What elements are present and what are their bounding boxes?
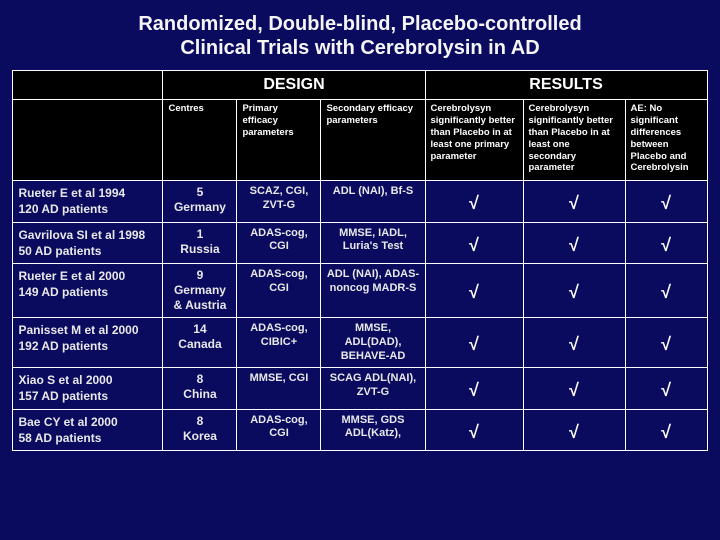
study-cell: Bae CY et al 200058 AD patients [13,409,163,450]
centres-cell: 8Korea [163,409,237,450]
secondary-cell: ADL (NAI), Bf-S [321,181,425,222]
result1-cell: √ [425,368,523,409]
primary-cell: ADAS-cog, CIBIC+ [237,318,321,368]
check-icon: √ [569,421,579,444]
check-icon: √ [569,379,579,402]
secondary-cell: MMSE, GDS ADL(Katz), [321,409,425,450]
result3-cell: √ [625,222,707,263]
secondary-cell: ADL (NAI), ADAS-noncog MADR-S [321,264,425,318]
primary-cell: ADAS-cog, CGI [237,409,321,450]
primary-cell: MMSE, CGI [237,368,321,409]
primary-cell: SCAZ, CGI, ZVT-G [237,181,321,222]
table-row: Panisset M et al 2000192 AD patients14Ca… [13,318,707,368]
slide-title: Randomized, Double-blind, Placebo-contro… [0,0,720,70]
check-icon: √ [569,234,579,257]
study-cell: Xiao S et al 2000157 AD patients [13,368,163,409]
result2-cell: √ [523,222,625,263]
result2-cell: √ [523,368,625,409]
secondary-cell: MMSE, ADL(DAD), BEHAVE-AD [321,318,425,368]
table-row: Rueter E et al 2000149 AD patients9Germa… [13,264,707,318]
result2-cell: √ [523,409,625,450]
table-body: Rueter E et al 1994120 AD patients5Germa… [13,181,707,451]
result3-cell: √ [625,409,707,450]
group-header-row: DESIGN RESULTS [13,71,707,100]
check-icon: √ [569,192,579,215]
table-row: Rueter E et al 1994120 AD patients5Germa… [13,181,707,222]
result2-cell: √ [523,181,625,222]
result1-cell: √ [425,318,523,368]
result2-header: Cerebrolysyn significantly better than P… [523,100,625,181]
centres-cell: 5Germany [163,181,237,222]
blank-study-header [13,100,163,181]
check-icon: √ [469,234,479,257]
check-icon: √ [661,192,671,215]
check-icon: √ [469,421,479,444]
check-icon: √ [469,192,479,215]
primary-header: Primary efficacy parameters [237,100,321,181]
result3-cell: √ [625,318,707,368]
primary-cell: ADAS-cog, CGI [237,222,321,263]
result3-cell: √ [625,368,707,409]
result1-header: Cerebrolysyn significantly better than P… [425,100,523,181]
result2-cell: √ [523,318,625,368]
check-icon: √ [661,234,671,257]
check-icon: √ [661,421,671,444]
result1-cell: √ [425,181,523,222]
centres-cell: 14Canada [163,318,237,368]
trials-table: DESIGN RESULTS Centres Primary efficacy … [12,70,707,451]
study-cell: Panisset M et al 2000192 AD patients [13,318,163,368]
check-icon: √ [661,333,671,356]
table-row: Bae CY et al 200058 AD patients8KoreaADA… [13,409,707,450]
study-cell: Gavrilova SI et al 199850 AD patients [13,222,163,263]
title-line-2: Clinical Trials with Cerebrolysin in AD [180,37,539,59]
secondary-cell: SCAG ADL(NAI), ZVT-G [321,368,425,409]
study-cell: Rueter E et al 2000149 AD patients [13,264,163,318]
result1-cell: √ [425,409,523,450]
result1-cell: √ [425,264,523,318]
check-icon: √ [469,281,479,304]
centres-header: Centres [163,100,237,181]
result3-header: AE: No significant differences between P… [625,100,707,181]
check-icon: √ [569,333,579,356]
result1-cell: √ [425,222,523,263]
check-icon: √ [469,379,479,402]
table-row: Xiao S et al 2000157 AD patients8ChinaMM… [13,368,707,409]
results-group-header: RESULTS [425,71,707,100]
blank-corner [13,71,163,100]
check-icon: √ [469,333,479,356]
study-cell: Rueter E et al 1994120 AD patients [13,181,163,222]
design-group-header: DESIGN [163,71,425,100]
check-icon: √ [661,281,671,304]
centres-cell: 1Russia [163,222,237,263]
result3-cell: √ [625,264,707,318]
column-header-row: Centres Primary efficacy parameters Seco… [13,100,707,181]
centres-cell: 9Germany & Austria [163,264,237,318]
title-line-1: Randomized, Double-blind, Placebo-contro… [138,13,581,35]
result3-cell: √ [625,181,707,222]
check-icon: √ [661,379,671,402]
check-icon: √ [569,281,579,304]
secondary-header: Secondary efficacy parameters [321,100,425,181]
centres-cell: 8China [163,368,237,409]
table-row: Gavrilova SI et al 199850 AD patients1Ru… [13,222,707,263]
result2-cell: √ [523,264,625,318]
secondary-cell: MMSE, IADL, Luria's Test [321,222,425,263]
primary-cell: ADAS-cog, CGI [237,264,321,318]
